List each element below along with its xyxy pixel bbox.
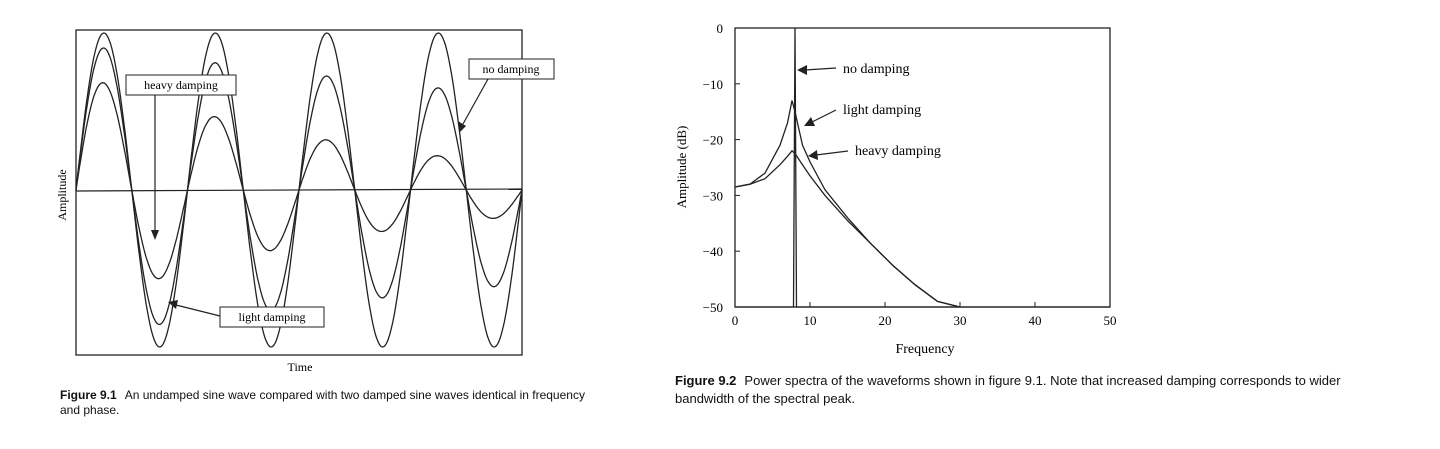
fig2-series-line-heavy-damping (734, 149, 961, 308)
figure-9-2-chart: 0 10 20 30 40 50 0 −10 −20 −30 −40 −50 Frequency Am… (674, 21, 1117, 357)
fig2-ylabel: Amplitude (dB) (674, 126, 689, 209)
fig2-plot-frame (734, 27, 1111, 308)
fig1-annot-light-arrow (175, 304, 221, 317)
fig1-annot-heavy: heavy damping (144, 78, 218, 92)
fig1-annot-light-arrowhead (168, 300, 178, 309)
fig1-annot-light-box (219, 306, 325, 328)
figure-9-2-caption-label: Figure 9.2 (675, 373, 737, 388)
fig1-annot-light: light damping (239, 310, 306, 324)
fig2-xtick-label: 30 (954, 313, 967, 328)
fig2-axis-ticks: 0 10 20 30 40 50 0 −10 −20 −30 −40 −50 (703, 21, 1117, 328)
fig1-ylabel: Amplitude (55, 169, 69, 220)
fig2-ytick-label: −50 (703, 300, 723, 315)
fig2-series-line-light-damping (734, 100, 961, 308)
fig1-annot-none-arrow (462, 78, 489, 125)
figure-9-2-caption-text: Power spectra of the waveforms shown in … (675, 373, 1341, 406)
fig2-ytick-label: −40 (703, 244, 723, 259)
fig2-series-group (734, 27, 1110, 308)
fig2-xtick-label: 10 (804, 313, 817, 328)
fig2-ytick-label: −10 (703, 77, 723, 92)
fig2-annot-heavy: heavy damping (855, 144, 941, 159)
figure-9-2-caption: Figure 9.2 Power spectra of the waveforms… (675, 372, 1365, 408)
fig1-annot-none-box (468, 58, 555, 80)
figure-9-1-caption-text: An undamped sine wave compared with two … (60, 388, 585, 417)
figure-9-1-caption: Figure 9.1 An undamped sine wave compared… (60, 388, 600, 418)
fig2-annot-light-arrowhead (804, 117, 815, 126)
fig2-xtick-label: 20 (879, 313, 892, 328)
fig2-xtick-label: 0 (732, 313, 739, 328)
fig2-annot-heavy-arrow (815, 150, 849, 156)
fig1-series-line-heavy-damping (75, 82, 523, 280)
fig1-annot-none: no damping (483, 62, 540, 76)
fig2-annot-none-arrowhead (797, 65, 807, 75)
fig1-series-group (75, 32, 523, 348)
fig2-xtick-label: 50 (1104, 313, 1117, 328)
figure-9-1-caption-label: Figure 9.1 (60, 388, 117, 402)
fig1-annot-heavy-box (125, 74, 237, 96)
fig1-xlabel: Time (288, 360, 313, 374)
fig2-ytick-label: −20 (703, 133, 723, 148)
fig2-series-line-no-damping (735, 27, 1110, 308)
figure-9-1-chart: Time Amplitude heavy damping no damping … (55, 29, 555, 374)
fig2-xlabel: Frequency (895, 342, 954, 357)
fig1-annot-heavy-arrowhead (151, 230, 159, 240)
fig2-xtick-label: 40 (1029, 313, 1042, 328)
fig1-annot-none-arrowhead (458, 121, 466, 132)
fig2-annot-light-arrow (811, 109, 837, 123)
fig2-ytick-label: −30 (703, 188, 723, 203)
fig2-annot-none: no damping (843, 62, 910, 77)
fig2-annot-heavy-arrowhead (808, 150, 818, 160)
fig2-annot-light: light damping (843, 103, 921, 118)
fig2-ytick-label: 0 (717, 21, 724, 36)
fig2-annot-none-arrow (804, 67, 837, 71)
